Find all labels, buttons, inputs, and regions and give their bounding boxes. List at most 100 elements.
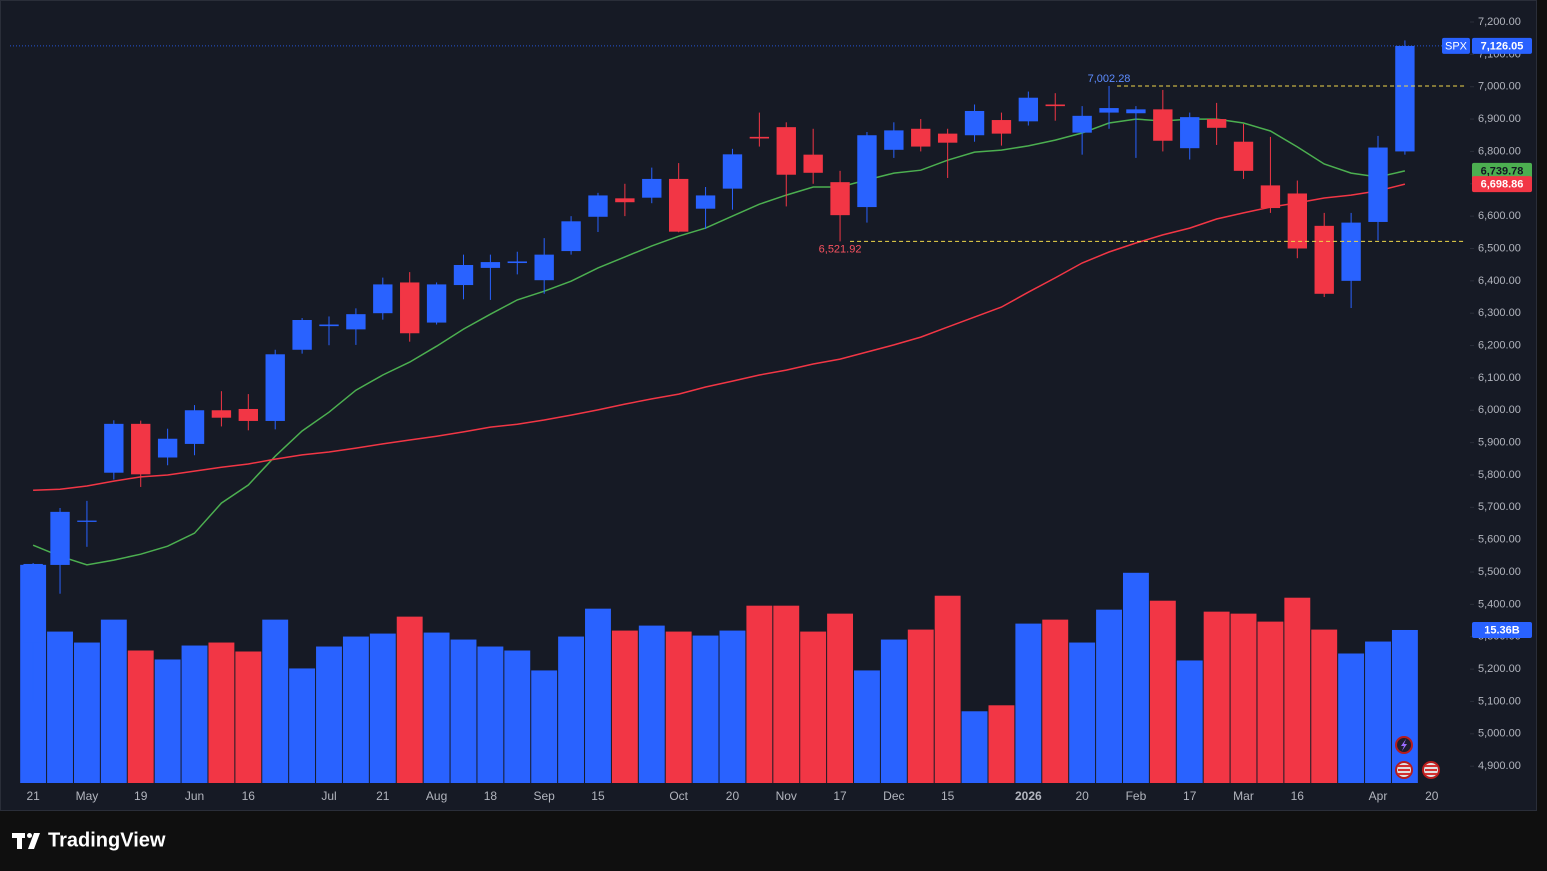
low-label: 6,521.92 (819, 243, 862, 255)
y-tick-label: 5,100.00 (1478, 695, 1521, 707)
candle-body (1072, 115, 1092, 133)
symbol-tag-bg (1442, 37, 1470, 54)
candle-body (857, 135, 877, 208)
candle-body (1287, 193, 1308, 249)
y-tick-label: 5,000.00 (1478, 728, 1521, 740)
y-tick-label: 6,000.00 (1478, 404, 1521, 416)
volume-bar (1257, 621, 1284, 783)
brand-logo[interactable]: TradingView (12, 829, 166, 851)
candle-body (453, 264, 474, 286)
volume-bar (1203, 611, 1230, 783)
volume-bar (1311, 629, 1338, 783)
price-pane: 7,002.28 6,521.92 (10, 40, 1470, 783)
high-label: 7,002.28 (1088, 73, 1131, 85)
volume-bar (800, 631, 827, 783)
candle-body (776, 127, 796, 175)
volume-bar (1015, 623, 1042, 783)
volume-bar (1122, 572, 1149, 783)
candle-body (749, 136, 770, 139)
volume-bar (665, 631, 692, 783)
x-tick-label: Oct (669, 789, 688, 803)
candle-body (1368, 147, 1388, 222)
logo-part (27, 833, 32, 838)
volume-bar (181, 645, 208, 783)
candle-body (426, 284, 447, 323)
candle-body (534, 254, 554, 281)
candle-body (1018, 97, 1039, 122)
symbol-tag: SPX (1445, 40, 1468, 52)
volume-bar (1149, 600, 1176, 783)
event-glyph (1401, 739, 1407, 751)
y-tick-label: 6,800.00 (1478, 145, 1521, 157)
flag-stripe (1398, 773, 1410, 775)
volume-bar (342, 636, 369, 783)
event-icons (1395, 736, 1440, 779)
flag-stripe (1425, 765, 1437, 767)
volume-bar (773, 605, 800, 783)
volume-bar (611, 630, 638, 783)
candle-body (991, 120, 1012, 134)
x-tick-label: 2026 (1015, 789, 1042, 803)
candle-body (1153, 109, 1173, 141)
candle-body (265, 354, 285, 421)
moving-average-line (32, 118, 1406, 566)
volume-bar (1042, 619, 1069, 783)
candle-body (77, 520, 97, 522)
x-tick-label: 15 (591, 789, 605, 803)
y-tick-label: 6,500.00 (1478, 242, 1521, 254)
volume-bar (907, 629, 934, 783)
volume-bar (504, 650, 531, 783)
volume-bar (208, 642, 235, 783)
candle-body (319, 324, 339, 327)
candle-body (1180, 117, 1200, 149)
x-tick-label: 21 (376, 789, 390, 803)
x-tick-label: Jul (321, 789, 336, 803)
candle-body (1395, 45, 1415, 152)
volume-bar (289, 668, 316, 783)
logo-part (17, 833, 22, 849)
volume-bar (1096, 609, 1122, 783)
candle-body (238, 408, 258, 421)
x-tick-label: Nov (776, 789, 797, 803)
last-price-label-bg (1472, 37, 1532, 54)
y-tick-label: 6,300.00 (1478, 307, 1521, 319)
x-tick-label: May (76, 789, 99, 803)
moving-average-line (33, 183, 1406, 491)
y-tick-label: 4,900.00 (1478, 760, 1521, 772)
flag-stripe (1398, 765, 1410, 767)
volume-label: 15.36B (1484, 624, 1520, 636)
y-tick-label: 7,000.00 (1478, 81, 1521, 93)
flag-stripe (1425, 773, 1437, 775)
volume-bar (692, 635, 719, 783)
candle-body (507, 261, 527, 264)
candle-body (561, 221, 581, 252)
candle-body (131, 423, 151, 475)
volume-label-bg (1472, 621, 1532, 638)
candle-body (588, 195, 608, 217)
candle-body (937, 133, 958, 143)
y-tick-label: 6,400.00 (1478, 275, 1521, 287)
moving-average-label-bg (1472, 176, 1532, 193)
moving-average-label: 6,739.78 (1481, 165, 1524, 177)
candle-body (480, 262, 501, 268)
candle-body (1341, 222, 1361, 281)
volume-bar (1176, 660, 1203, 783)
x-tick-label: 20 (726, 789, 740, 803)
x-tick-label: Apr (1369, 789, 1388, 803)
candle-body (803, 154, 823, 173)
volume-bar (423, 632, 450, 783)
candle-body (157, 438, 178, 458)
volume-bar (450, 639, 477, 783)
volume-bar (988, 705, 1015, 783)
volume-bar (1391, 629, 1418, 783)
moving-average-label: 6,698.86 (1481, 179, 1524, 191)
volume-bar (369, 633, 396, 783)
axes: 7,200.007,100.007,000.006,900.006,800.00… (26, 16, 1532, 803)
x-tick-label: 17 (833, 789, 847, 803)
y-tick-label: 6,100.00 (1478, 372, 1521, 384)
volume-bar (638, 625, 665, 783)
volume-bar (1338, 653, 1365, 783)
candle-body (346, 314, 366, 330)
y-tick-label: 5,500.00 (1478, 566, 1521, 578)
candle-body (292, 319, 312, 350)
